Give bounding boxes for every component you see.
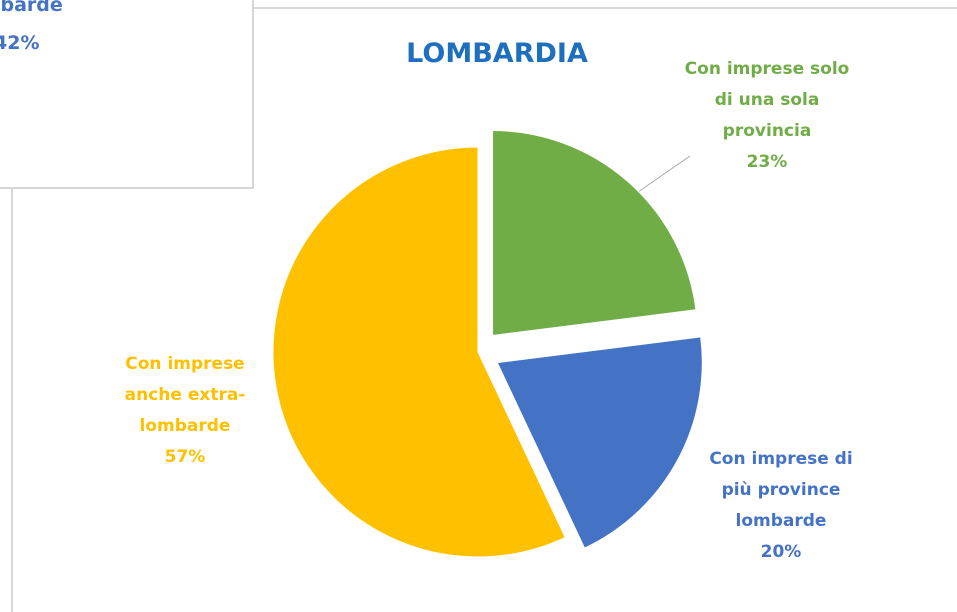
category-label: Con imprese solo di una sola provincia bbox=[684, 59, 850, 141]
data-label: Con imprese solo di una sola provincia 23… bbox=[685, 54, 850, 178]
data-label: Con imprese di più province lombarde 20% bbox=[709, 444, 852, 568]
pie-slice bbox=[492, 129, 697, 337]
leader-line bbox=[637, 155, 691, 193]
pie-slice bbox=[272, 146, 566, 558]
overlay-text: lbarde 42% bbox=[0, 0, 63, 62]
value-label: 23% bbox=[746, 152, 788, 172]
category-label: Con imprese di più province lombarde bbox=[709, 449, 853, 531]
overlay-line: lbarde bbox=[0, 0, 63, 16]
pie-slice bbox=[496, 336, 703, 549]
overlay-box bbox=[0, 0, 254, 189]
pie bbox=[272, 129, 703, 558]
value-label: 57% bbox=[164, 447, 206, 467]
chart-title: LOMBARDIA bbox=[406, 38, 588, 69]
data-label: Con imprese anche extra- lombarde 57% bbox=[125, 349, 246, 473]
overlay-line: 42% bbox=[0, 32, 40, 54]
category-label: Con imprese anche extra- lombarde bbox=[124, 354, 246, 436]
value-label: 20% bbox=[760, 542, 802, 562]
